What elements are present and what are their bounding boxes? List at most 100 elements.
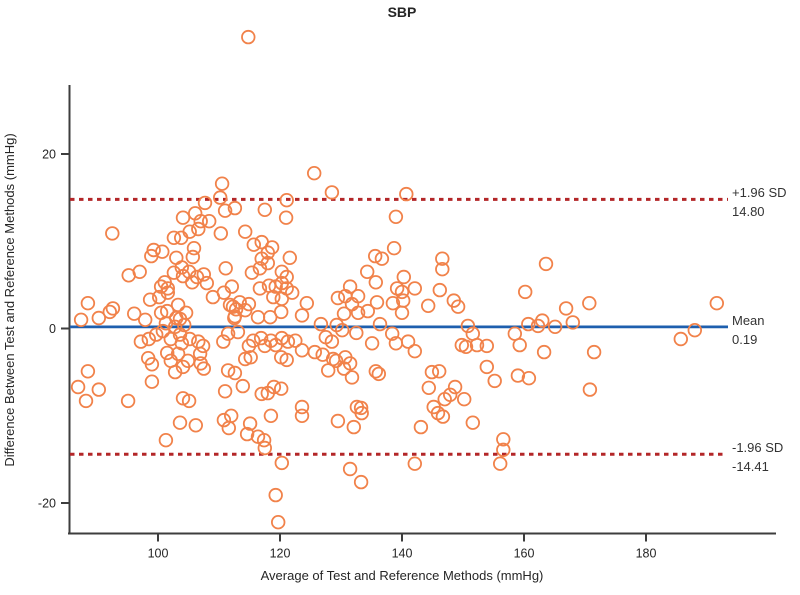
data-point: [144, 248, 159, 264]
data-point: [353, 400, 369, 416]
x-tick-label: 140: [392, 547, 413, 561]
data-point: [230, 324, 246, 340]
data-point: [173, 230, 189, 246]
data-point: [328, 353, 344, 369]
data-point: [80, 364, 96, 379]
data-point: [241, 29, 256, 45]
data-point: [225, 299, 241, 314]
data-point: [512, 337, 527, 353]
data-point: [256, 433, 272, 448]
lower-loa-value: -14.41: [732, 459, 769, 474]
data-point: [399, 186, 414, 202]
data-point: [266, 289, 281, 305]
data-point: [252, 261, 268, 276]
upper-loa-label: +1.96 SD: [732, 185, 787, 200]
data-point: [518, 284, 533, 300]
data-point: [496, 442, 511, 458]
data-point: [479, 338, 495, 354]
data-point: [364, 336, 380, 351]
data-point: [153, 279, 169, 294]
data-point: [144, 374, 160, 389]
data-point: [216, 412, 232, 428]
data-point: [510, 368, 526, 383]
data-point: [394, 305, 410, 321]
data-point: [386, 240, 402, 256]
data-point: [535, 313, 550, 328]
data-point: [368, 275, 384, 290]
data-point: [271, 515, 286, 530]
data-point: [252, 281, 268, 296]
data-point: [91, 382, 107, 397]
data-point: [227, 200, 243, 216]
data-point: [469, 337, 485, 353]
data-point: [217, 203, 233, 218]
data-point: [437, 392, 452, 407]
data-point: [224, 279, 240, 294]
data-point: [182, 224, 197, 239]
x-tick-label: 120: [270, 547, 291, 561]
data-point: [175, 210, 191, 225]
data-point: [227, 365, 243, 381]
data-point: [144, 357, 160, 372]
data-point: [487, 373, 502, 389]
data-point: [521, 316, 536, 332]
data-point: [374, 251, 390, 266]
data-point: [294, 399, 310, 415]
data-point: [217, 384, 233, 399]
data-point: [307, 344, 323, 360]
data-point: [176, 317, 192, 333]
data-point: [199, 275, 215, 291]
data-point: [120, 393, 136, 409]
data-point: [324, 334, 340, 349]
data-point: [458, 339, 474, 355]
data-point: [565, 315, 581, 330]
data-point: [687, 323, 703, 338]
data-point: [228, 302, 244, 317]
data-point: [330, 290, 346, 306]
data-point: [460, 318, 476, 334]
data-point: [424, 364, 440, 380]
data-point: [447, 379, 463, 395]
axes: 20 0 -20 100 120 140 160 180: [38, 85, 776, 561]
data-point: [73, 312, 89, 328]
data-point: [245, 333, 261, 348]
data-point: [324, 185, 340, 200]
data-point: [105, 226, 120, 241]
data-point: [167, 364, 183, 380]
data-point: [385, 296, 401, 311]
data-point: [330, 413, 346, 429]
data-point: [354, 405, 369, 421]
scatter-points: [70, 29, 725, 530]
data-point: [313, 316, 329, 332]
data-point: [197, 195, 213, 211]
data-point: [166, 230, 182, 246]
data-point: [372, 316, 388, 332]
data-point: [288, 333, 303, 348]
data-point: [182, 331, 197, 347]
data-point: [586, 344, 602, 360]
data-point: [307, 165, 322, 181]
data-point: [294, 308, 310, 323]
data-point: [407, 281, 423, 296]
data-point: [335, 323, 350, 338]
data-point: [285, 285, 300, 300]
data-point: [263, 333, 279, 348]
data-point: [394, 284, 410, 300]
data-point: [242, 416, 258, 431]
data-point: [192, 346, 208, 362]
chart-title: SBP: [388, 4, 417, 20]
data-point: [158, 316, 174, 331]
data-point: [257, 202, 273, 218]
data-point: [278, 210, 294, 225]
data-point: [151, 289, 167, 305]
data-point: [279, 192, 294, 208]
data-point: [235, 378, 251, 394]
data-point: [167, 319, 183, 335]
data-point: [195, 338, 211, 354]
data-point: [185, 249, 201, 265]
data-point: [279, 352, 294, 368]
data-point: [321, 363, 336, 378]
data-point: [344, 370, 360, 385]
